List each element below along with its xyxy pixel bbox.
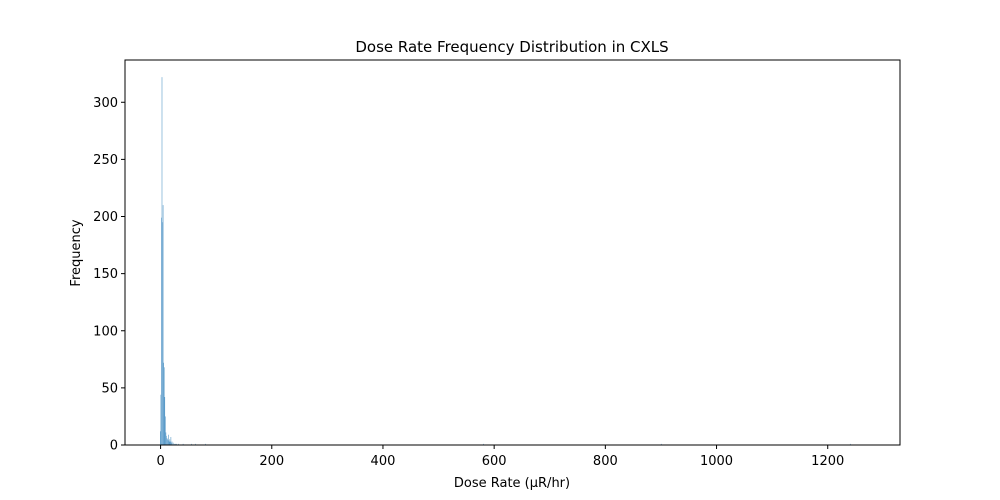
histogram-bar [163,362,164,445]
histogram-bar [170,437,172,445]
x-tick-label: 200 [259,454,284,469]
histogram-bar [162,205,164,445]
y-axis-label: Frequency [69,219,84,286]
plot-frame [124,59,901,446]
histogram-bar [195,443,196,445]
histogram-bar [175,443,176,445]
histogram-bar [849,443,851,445]
histogram-bar [172,442,174,445]
y-tick-label: 300 [93,96,118,111]
histogram-bar [167,440,169,445]
histogram-bar [164,397,166,445]
y-tick-label: 100 [93,324,118,339]
histogram-bar [165,432,167,445]
histogram-bar [160,431,161,445]
y-tick-label: 50 [101,381,118,396]
histogram-bar [167,439,168,445]
x-tick-label: 400 [371,454,396,469]
histogram-bar [165,416,166,445]
histogram-bar [161,217,162,445]
histogram-bar [170,441,171,445]
x-tick-label: 0 [156,454,164,469]
x-tick-label: 800 [593,454,618,469]
histogram-bar [178,443,179,445]
x-tick-label: 1000 [700,454,733,469]
histogram-bar [182,443,184,445]
y-tick-label: 150 [93,267,118,282]
y-tick-label: 200 [93,210,118,225]
chart-title: Dose Rate Frequency Distribution in CXLS [355,38,668,56]
x-tick-label: 600 [482,454,507,469]
y-axis-ticks: 0 50 100 150 200 250 300 [93,96,125,454]
histogram-bar [660,443,662,445]
histogram-bar [173,443,175,445]
histogram-bar [163,367,165,445]
histogram-bar [171,441,173,445]
x-axis-label: Dose Rate (μR/hr) [454,476,570,491]
y-tick-label: 0 [110,439,118,454]
histogram-bar [166,438,168,445]
histogram-bar [161,77,163,445]
y-tick-label: 250 [93,153,118,168]
histogram-bars [160,77,851,445]
histogram-bar [169,439,171,445]
histogram-bar [171,442,172,445]
x-axis-ticks: 0 200 400 600 800 1000 1200 [156,445,844,469]
histogram-bar [191,443,192,445]
histogram-bar [162,222,163,445]
histogram-bar [166,435,167,445]
histogram-bar [160,394,162,445]
x-tick-label: 1200 [811,454,844,469]
histogram-bar [168,434,169,445]
histogram-bar [205,443,206,445]
histogram-bar [176,443,177,445]
histogram-bar [483,443,484,445]
histogram-bar [168,441,170,445]
